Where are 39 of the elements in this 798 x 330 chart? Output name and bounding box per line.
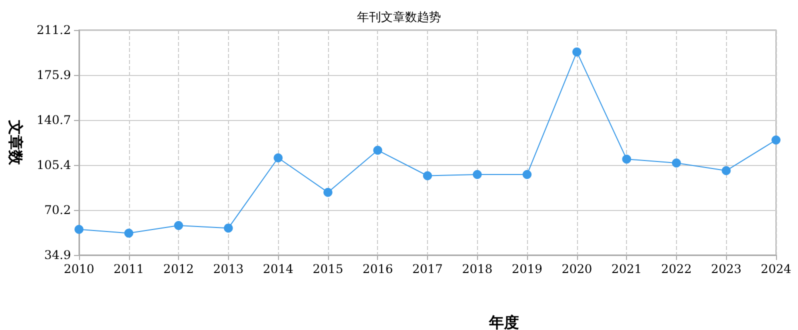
x-tick-label: 2015 — [312, 262, 344, 276]
x-tick-label: 2016 — [362, 262, 393, 276]
point — [772, 136, 780, 145]
y-tick-label: 34.9 — [44, 248, 71, 262]
y-axis-title: 文章数 — [6, 119, 24, 166]
point — [722, 166, 731, 176]
point — [672, 158, 681, 168]
point — [224, 224, 233, 233]
x-tick-label: 2021 — [611, 262, 642, 276]
x-tick-label: 2014 — [262, 262, 294, 276]
point — [472, 170, 482, 179]
point — [323, 188, 332, 197]
point — [124, 228, 134, 238]
y-tick-label: 175.9 — [36, 68, 71, 82]
point — [572, 47, 582, 56]
x-tick-label: 2020 — [562, 262, 592, 276]
point — [622, 154, 632, 164]
y-tick-label: 140.7 — [36, 112, 71, 127]
x-tick-label: 2019 — [512, 262, 542, 276]
x-tick-label: 2023 — [710, 262, 742, 276]
chart-title: 年刊文章数趋势 — [357, 10, 441, 24]
y-tick-label: 211.2 — [36, 23, 71, 37]
x-tick-label: 2011 — [114, 262, 144, 276]
x-tick-label: 2017 — [412, 262, 443, 276]
point — [74, 224, 84, 234]
point — [423, 171, 432, 180]
x-axis-title: 年度 — [488, 314, 519, 330]
x-tick-label: 2018 — [462, 262, 493, 276]
point — [373, 146, 382, 155]
x-tick-label: 2010 — [64, 262, 94, 276]
point — [522, 170, 532, 179]
point — [174, 221, 184, 230]
x-tick-label: 2012 — [163, 262, 194, 276]
x-tick-label: 2013 — [213, 262, 244, 276]
point — [274, 153, 283, 162]
y-tick-label: 105.4 — [36, 158, 72, 172]
y-tick-label: 70.2 — [44, 202, 71, 217]
x-tick-label: 2024 — [760, 262, 792, 276]
x-tick-label: 2022 — [661, 262, 692, 276]
